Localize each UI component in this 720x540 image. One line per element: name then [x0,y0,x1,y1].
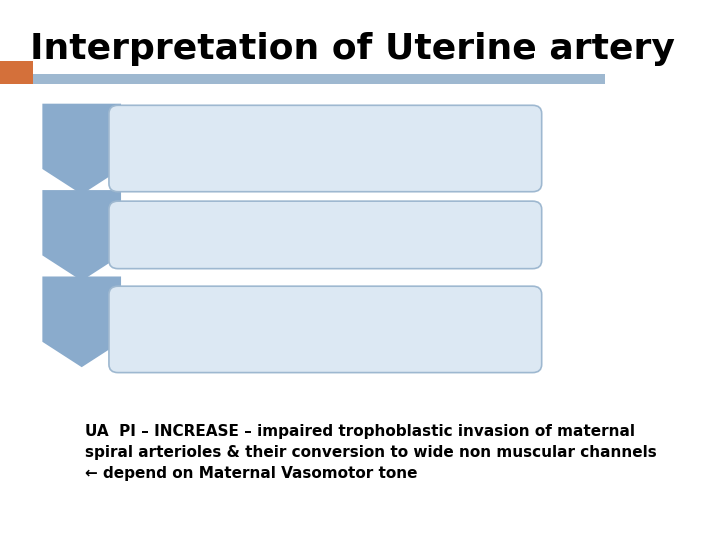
FancyBboxPatch shape [109,105,541,192]
Text: • Follow up doppler at 22-24 weeks
• Follow up doppler & Growth scan
  at 28-30 : • Follow up doppler at 22-24 weeks • Fol… [130,301,391,358]
FancyBboxPatch shape [109,201,541,269]
FancyBboxPatch shape [0,74,606,84]
Polygon shape [42,276,121,367]
Text: • Prophylactic asprin: • Prophylactic asprin [130,227,283,242]
Polygon shape [42,104,121,194]
FancyBboxPatch shape [0,61,33,84]
FancyBboxPatch shape [109,286,541,373]
Text: Interpretation of Uterine artery: Interpretation of Uterine artery [30,32,675,66]
Polygon shape [42,190,121,281]
Text: • Uterine artery
• Combined PI  >2.5 or >1.5Mom
• BP , PAPP A , PGF: • Uterine artery • Combined PI >2.5 or >… [130,120,376,177]
Text: UA  PI – INCREASE – impaired trophoblastic invasion of maternal
spiral arteriole: UA PI – INCREASE – impaired trophoblasti… [85,424,657,481]
